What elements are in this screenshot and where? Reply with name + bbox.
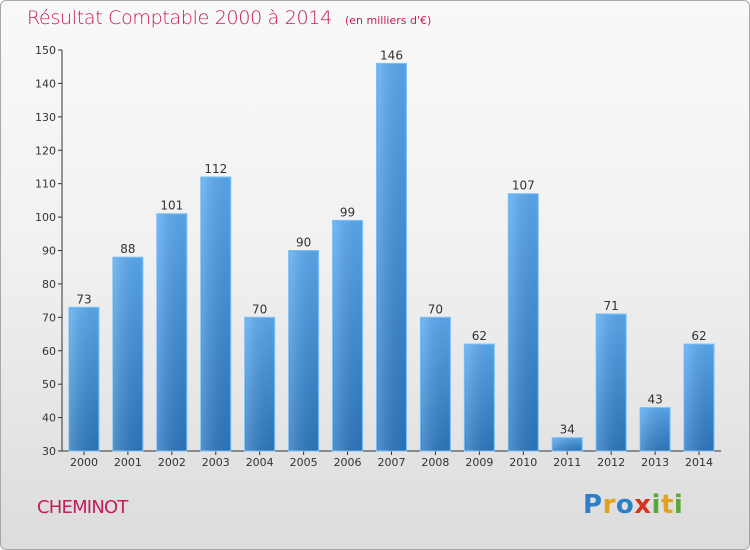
data-label: 99: [340, 205, 355, 219]
x-tick-label: 2010: [509, 456, 537, 469]
data-label: 34: [560, 423, 575, 437]
y-tick-label: 80: [42, 278, 56, 291]
x-tick-label: 2008: [421, 456, 449, 469]
commune-name: CHEMINOT: [37, 497, 128, 518]
bar-shade: [113, 258, 142, 451]
x-tick-label: 2007: [378, 456, 406, 469]
logo-letter: t: [660, 490, 674, 520]
logo-letter: o: [615, 490, 635, 520]
bar-shade: [201, 177, 230, 451]
data-label: 90: [296, 236, 311, 250]
y-tick-label: 100: [35, 211, 56, 224]
x-tick-label: 2004: [246, 456, 274, 469]
x-tick-label: 2002: [158, 456, 186, 469]
title-row: Résultat Comptable 2000 à 2014 (en milli…: [27, 7, 431, 29]
x-tick-label: 2005: [290, 456, 318, 469]
data-label: 62: [472, 329, 487, 343]
x-tick-label: 2006: [334, 456, 362, 469]
y-tick-label: 70: [42, 311, 56, 324]
bar-shade: [465, 345, 494, 451]
y-tick-label: 130: [35, 111, 56, 124]
bar-shade: [641, 408, 670, 451]
bar-shade: [157, 214, 186, 451]
bar-shade: [509, 194, 538, 452]
x-axis: 2000 2001 2002 2003 2004 2005 2006 2007 2008 2009…: [62, 450, 721, 469]
y-tick-label: 140: [35, 77, 56, 90]
data-label: 43: [647, 393, 662, 407]
x-tick-label: 2001: [114, 456, 142, 469]
bar-shade: [685, 345, 714, 451]
y-tick-label: 30: [42, 445, 56, 458]
bar-shade: [289, 251, 318, 451]
x-tick-label: 2012: [597, 456, 625, 469]
x-tick-label: 2000: [70, 456, 98, 469]
data-label: 146: [380, 48, 403, 62]
data-label: 70: [428, 302, 443, 316]
data-label: 70: [252, 302, 267, 316]
logo-letter: r: [602, 490, 616, 520]
bar-shade: [69, 308, 98, 451]
bar-shade: [421, 318, 450, 451]
y-tick-label: 120: [35, 144, 56, 157]
y-tick-label: 90: [42, 245, 56, 258]
chart-title: Résultat Comptable 2000 à 2014: [27, 7, 332, 29]
logo-letter: i: [651, 490, 661, 520]
bar-shade: [377, 64, 406, 451]
y-tick-label: 40: [42, 412, 56, 425]
y-tick-label: 150: [35, 44, 56, 57]
proxiti-logo: Proxiti: [583, 490, 683, 520]
y-axis: 30 40 50 60 70 80 90 100 110 120 130 140 150: [35, 44, 63, 458]
y-tick-label: 50: [42, 378, 56, 391]
bars: 73 88 101 112 70 90 99 146 70 62 107 34 71 43 62: [68, 48, 715, 452]
x-tick-label: 2003: [202, 456, 230, 469]
x-tick-label: 2009: [465, 456, 493, 469]
data-label: 71: [604, 299, 619, 313]
y-tick-label: 60: [42, 345, 56, 358]
data-label: 62: [691, 329, 706, 343]
bar-shade: [245, 318, 274, 451]
x-tick-label: 2011: [553, 456, 581, 469]
y-tick-label: 110: [35, 178, 56, 191]
chart-unit-note: (en milliers d'€): [344, 14, 432, 27]
data-label: 73: [76, 292, 91, 306]
logo-letter: i: [673, 490, 684, 520]
bar-shade: [333, 221, 362, 451]
data-label: 101: [160, 199, 183, 213]
bar-shade: [553, 438, 582, 451]
x-tick-label: 2013: [641, 456, 669, 469]
data-label: 112: [204, 162, 227, 176]
logo-letter: x: [634, 490, 652, 520]
data-label: 107: [512, 179, 535, 193]
x-tick-label: 2014: [685, 456, 713, 469]
bar-shade: [597, 314, 626, 451]
logo-letter: P: [583, 490, 603, 520]
data-label: 88: [120, 242, 135, 256]
